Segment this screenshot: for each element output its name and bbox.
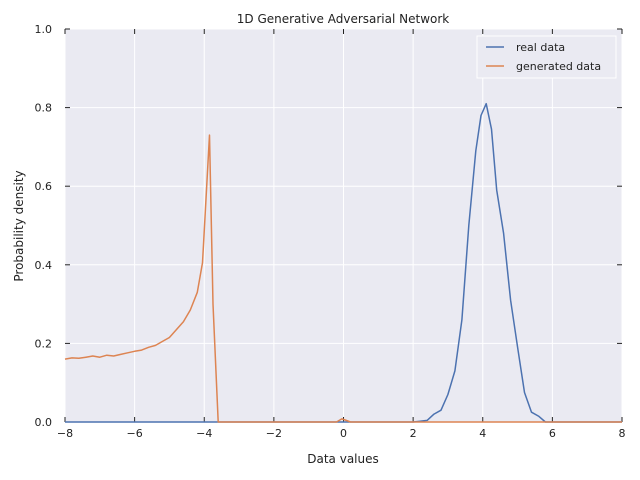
- x-tick-label: −2: [266, 427, 282, 440]
- legend: real data generated data: [476, 35, 617, 79]
- y-tick-label: 0.6: [35, 180, 53, 193]
- x-tick-label: −8: [57, 427, 73, 440]
- series-lines: [64, 102, 622, 423]
- y-tick-label: 0.0: [35, 416, 53, 429]
- x-tick-label: −6: [127, 427, 143, 440]
- x-tick-label: 8: [619, 427, 626, 440]
- y-tick-label: 0.4: [35, 259, 53, 272]
- legend-label-generated: generated data: [516, 60, 601, 73]
- legend-box: [476, 35, 617, 79]
- axis-ticks: −8 −6 −4 −2 0 2 4 6 8 0.0 0.2 0.4 0.6 0.8 1.0: [35, 23, 626, 440]
- x-tick-label: 6: [549, 427, 556, 440]
- chart-title: 1D Generative Adversarial Network: [237, 12, 450, 26]
- x-tick-label: 2: [410, 427, 417, 440]
- y-tick-label: 0.2: [35, 337, 53, 350]
- y-tick-label: 1.0: [35, 23, 53, 36]
- x-tick-label: −4: [196, 427, 212, 440]
- y-tick-label: 0.8: [35, 102, 53, 115]
- series-line-real-data: [65, 102, 622, 423]
- x-axis-label: Data values: [307, 452, 379, 466]
- series-line-generated-data: [64, 134, 622, 423]
- x-tick-label: 0: [340, 427, 347, 440]
- y-axis-label: Probability density: [12, 170, 26, 281]
- legend-label-real: real data: [516, 41, 565, 54]
- x-tick-label: 4: [479, 427, 486, 440]
